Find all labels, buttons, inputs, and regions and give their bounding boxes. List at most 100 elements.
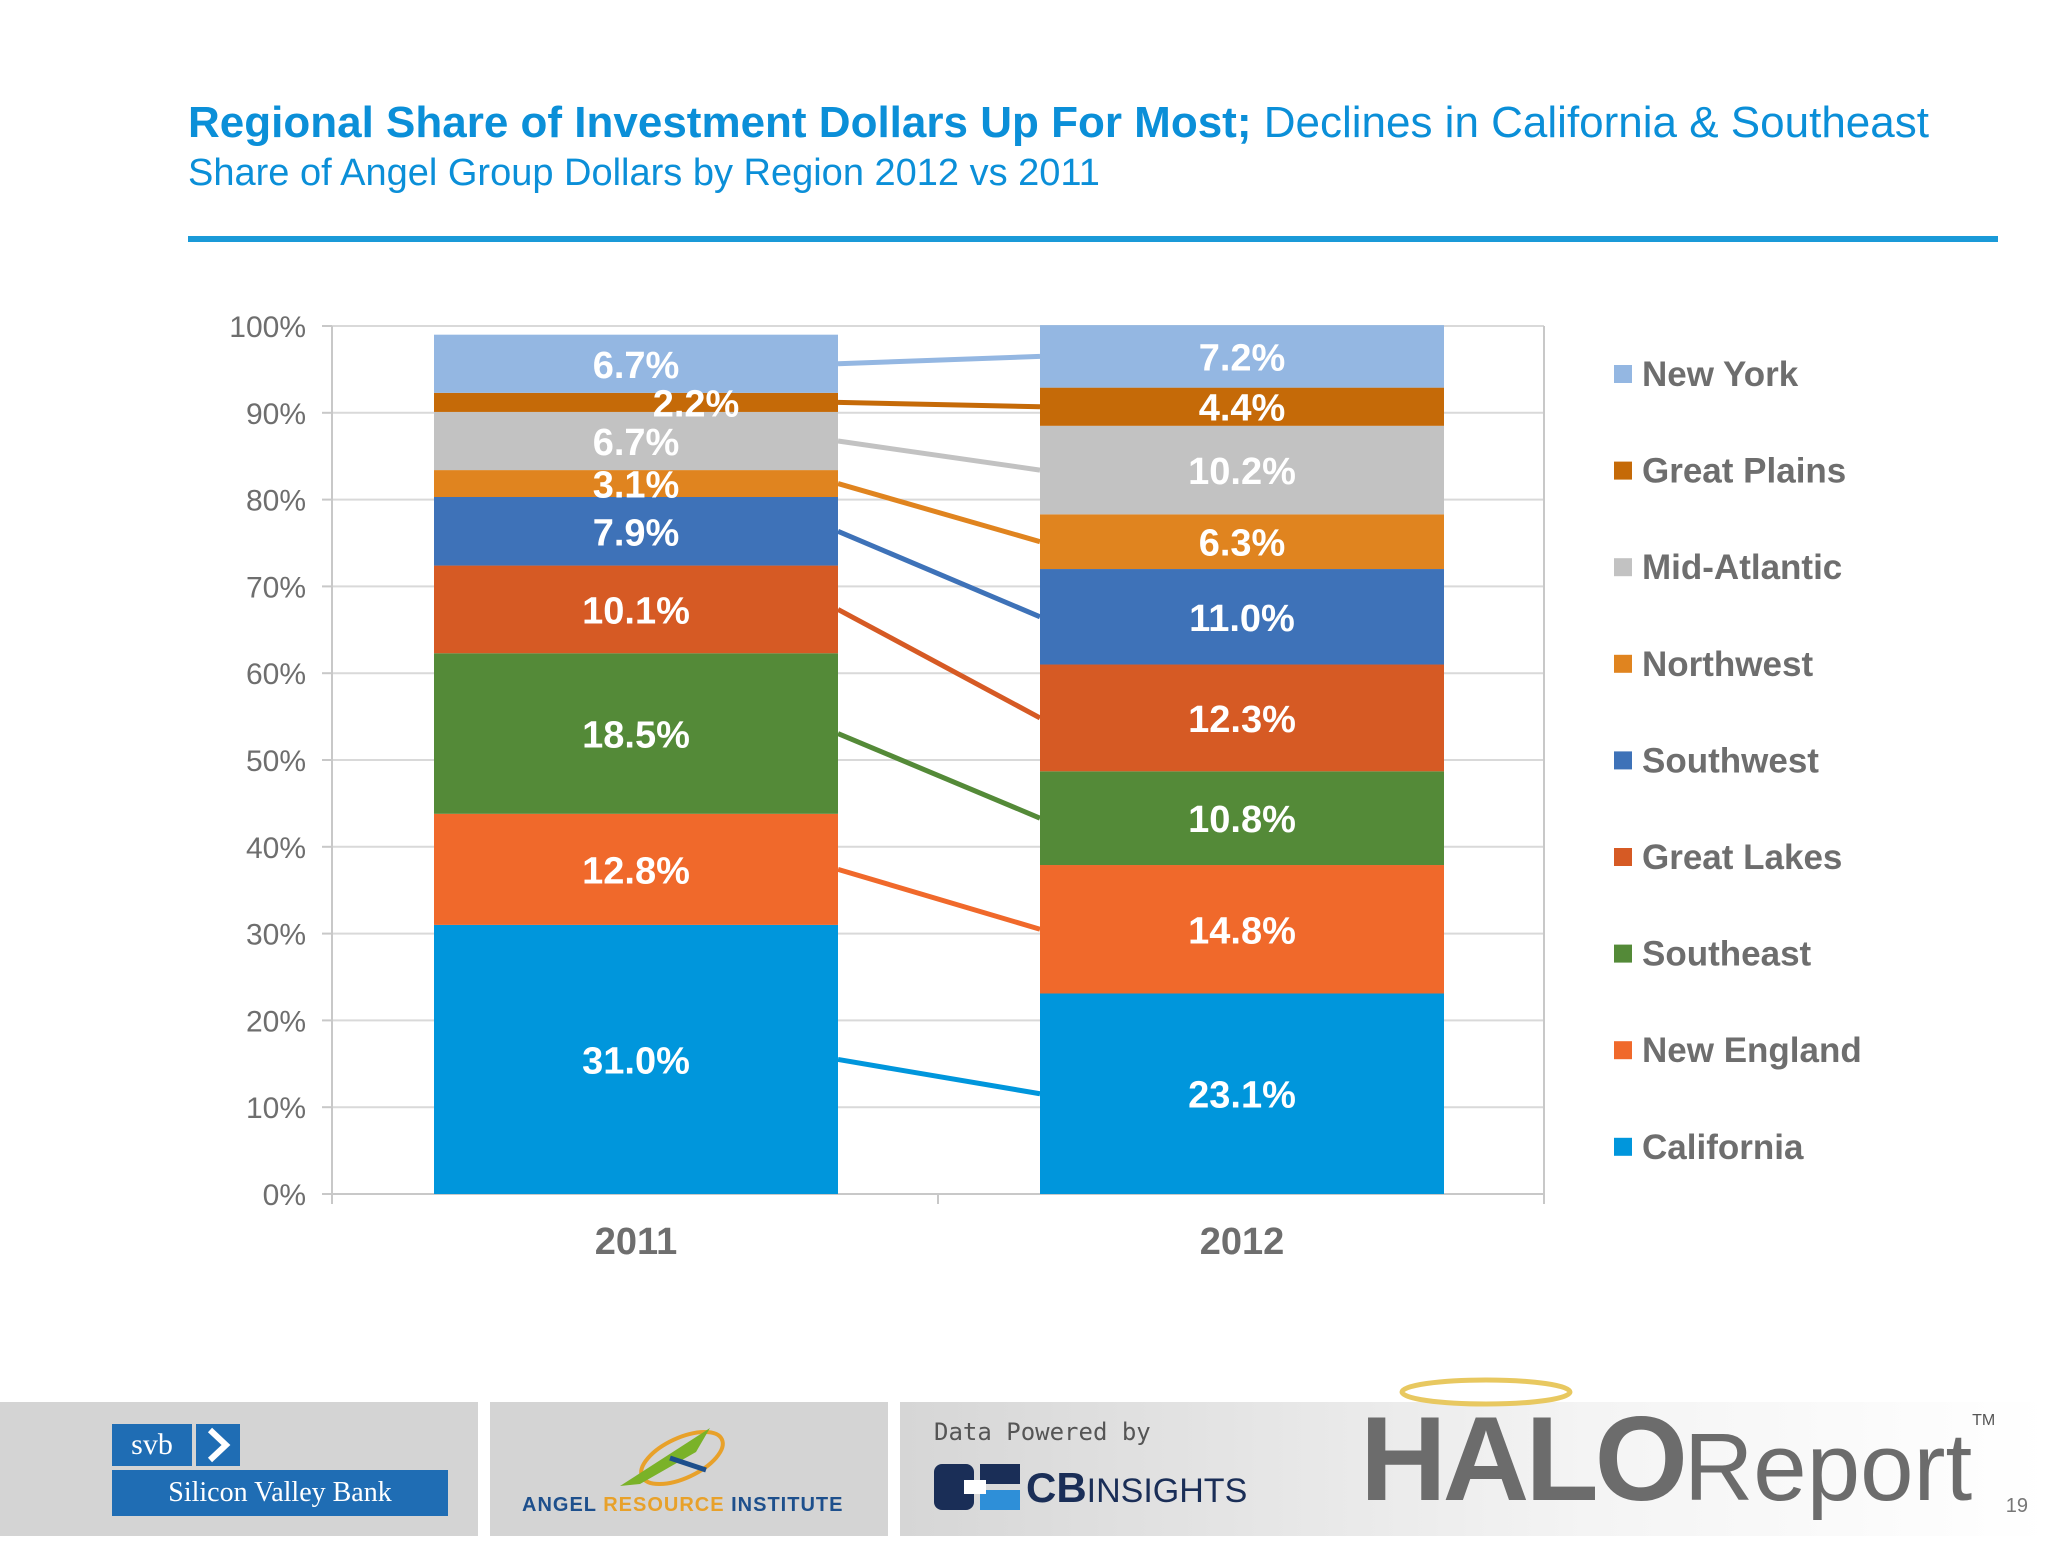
y-tick-label: 40% bbox=[246, 832, 306, 865]
data-label-new-england-2012: 14.8% bbox=[1188, 910, 1296, 952]
connector-southwest bbox=[837, 528, 1041, 620]
y-tick-label: 20% bbox=[246, 1005, 306, 1038]
connector-california bbox=[837, 1056, 1041, 1097]
bar-new-york-2011 bbox=[434, 334, 838, 393]
x-tick-label-2012: 2012 bbox=[1200, 1221, 1285, 1263]
cb-insights-text: CBINSIGHTS bbox=[1026, 1464, 1247, 1512]
cb-insights-logo: CBINSIGHTS bbox=[934, 1456, 1254, 1516]
ari-institute: INSTITUTE bbox=[724, 1494, 844, 1516]
data-label-california-2012: 23.1% bbox=[1188, 1075, 1296, 1117]
title-bold: Regional Share of Investment Dollars Up … bbox=[188, 98, 1252, 147]
svb-logo: svb Silicon Valley Bank bbox=[112, 1424, 448, 1516]
y-tick-label: 0% bbox=[263, 1179, 306, 1212]
data-label-new-england-2011: 12.8% bbox=[582, 850, 690, 892]
y-tick-label: 50% bbox=[246, 745, 306, 778]
legend-label-northwest: Northwest bbox=[1642, 645, 1813, 684]
legend-label-mid-atlantic: Mid-Atlantic bbox=[1642, 548, 1842, 587]
footer-panel-cb bbox=[900, 1402, 2048, 1536]
svb-full-text: Silicon Valley Bank bbox=[168, 1477, 392, 1508]
bar-southwest-2012 bbox=[1040, 569, 1444, 665]
data-label-great-plains-2011: 2.2% bbox=[653, 383, 740, 425]
legend-swatch-great-lakes bbox=[1614, 848, 1632, 866]
data-label-california-2011: 31.0% bbox=[582, 1040, 690, 1082]
bar-southwest-2011 bbox=[434, 496, 838, 566]
bar-california-2011 bbox=[434, 924, 838, 1194]
connector-great-plains bbox=[837, 399, 1041, 410]
bar-california-2012 bbox=[1040, 993, 1444, 1194]
y-tick-label: 10% bbox=[246, 1092, 306, 1125]
svb-chevron-box bbox=[196, 1424, 240, 1466]
y-tick-label: 60% bbox=[246, 658, 306, 691]
data-label-new-york-2012: 7.2% bbox=[1199, 337, 1286, 379]
bar-new-york-2012 bbox=[1040, 325, 1444, 388]
legend-swatch-great-plains bbox=[1614, 461, 1632, 480]
halo-ring-icon bbox=[1399, 1377, 1573, 1407]
ari-resource: RESOURCE bbox=[603, 1494, 725, 1516]
bar-new-england-2012 bbox=[1040, 865, 1444, 994]
powered-by-text: Data Powered by bbox=[934, 1418, 1151, 1446]
bar-northwest-2011 bbox=[434, 470, 838, 497]
x-tick-label-2011: 2011 bbox=[595, 1221, 677, 1263]
svb-short-box: svb bbox=[112, 1424, 192, 1466]
legend-swatch-new-york bbox=[1614, 365, 1632, 383]
legend-label-southwest: Southwest bbox=[1642, 741, 1819, 780]
bar-great-plains-2012 bbox=[1040, 387, 1444, 426]
legend-label-great-plains: Great Plains bbox=[1642, 452, 1846, 491]
data-label-great-lakes-2011: 10.1% bbox=[582, 590, 690, 632]
report-text: Report bbox=[1683, 1414, 1973, 1521]
page-number: 19 bbox=[2005, 1495, 2028, 1517]
cb-insights-mark-icon bbox=[934, 1464, 1020, 1510]
svb-full-box: Silicon Valley Bank bbox=[112, 1470, 448, 1516]
connector-northwest bbox=[837, 481, 1041, 545]
connector-new-england bbox=[837, 866, 1041, 932]
legend-swatch-southeast bbox=[1614, 944, 1632, 963]
bar-new-england-2011 bbox=[434, 813, 838, 925]
bar-southeast-2012 bbox=[1040, 771, 1444, 866]
bar-mid-atlantic-2012 bbox=[1040, 425, 1444, 515]
legend-swatch-new-england bbox=[1614, 1041, 1632, 1060]
data-label-northwest-2011: 3.1% bbox=[593, 465, 680, 507]
y-tick-label: 100% bbox=[229, 311, 306, 344]
footer-panel-ari bbox=[490, 1402, 888, 1536]
y-tick-label: 70% bbox=[246, 571, 306, 604]
bar-southeast-2011 bbox=[434, 653, 838, 814]
legend-label-great-lakes: Great Lakes bbox=[1642, 838, 1842, 877]
ari-angel: ANGEL bbox=[522, 1494, 604, 1516]
trademark-text: TM bbox=[1972, 1412, 1996, 1429]
data-label-northwest-2012: 6.3% bbox=[1199, 523, 1286, 565]
stacked-bar-chart: 0% 10% 20% 30% 40% 50% 60% 70% 80% 90% 100% 31.0% 12… bbox=[229, 311, 1862, 1263]
bar-northwest-2012 bbox=[1040, 514, 1444, 570]
y-tick-label: 90% bbox=[246, 398, 306, 431]
legend-label-new-york: New York bbox=[1642, 355, 1799, 394]
cb-light: INSIGHTS bbox=[1086, 1472, 1248, 1510]
legend-label-california: California bbox=[1642, 1128, 1804, 1167]
data-label-southeast-2011: 18.5% bbox=[582, 715, 690, 757]
chevron-right-icon bbox=[207, 1427, 231, 1463]
halo-report-logo: HALOReportTM bbox=[1360, 1384, 1995, 1543]
bar-great-lakes-2012 bbox=[1040, 664, 1444, 772]
title-divider bbox=[188, 236, 1998, 242]
data-label-southwest-2011: 7.9% bbox=[593, 512, 680, 554]
svb-short-text: svb bbox=[131, 1428, 173, 1461]
legend-swatch-california bbox=[1614, 1137, 1632, 1156]
ari-text: ANGEL RESOURCE INSTITUTE bbox=[522, 1494, 843, 1517]
bar-mid-atlantic-2011 bbox=[434, 411, 838, 471]
data-label-great-lakes-2012: 12.3% bbox=[1188, 699, 1296, 741]
data-label-southeast-2012: 10.8% bbox=[1188, 799, 1296, 841]
slide-title: Regional Share of Investment Dollars Up … bbox=[188, 98, 1929, 148]
cb-bold: CB bbox=[1026, 1464, 1087, 1511]
legend-swatch-northwest bbox=[1614, 654, 1632, 673]
connector-mid-atlantic bbox=[837, 438, 1041, 473]
ari-logo: ANGEL RESOURCE INSTITUTE bbox=[490, 1418, 888, 1536]
legend-label-southeast: Southeast bbox=[1642, 935, 1812, 974]
connector-new-york bbox=[837, 353, 1041, 367]
connector-great-lakes bbox=[836, 607, 1042, 721]
data-label-mid-atlantic-2012: 10.2% bbox=[1188, 451, 1296, 493]
slide-subtitle: Share of Angel Group Dollars by Region 2… bbox=[188, 152, 1100, 194]
legend-label-new-england: New England bbox=[1642, 1031, 1862, 1070]
ari-swoosh-icon bbox=[620, 1428, 725, 1486]
data-label-new-york-2011: 6.7% bbox=[593, 345, 680, 387]
title-regular: Declines in California & Southeast bbox=[1251, 98, 1929, 147]
legend-swatch-mid-atlantic bbox=[1614, 558, 1632, 577]
bar-great-lakes-2011 bbox=[434, 565, 838, 654]
